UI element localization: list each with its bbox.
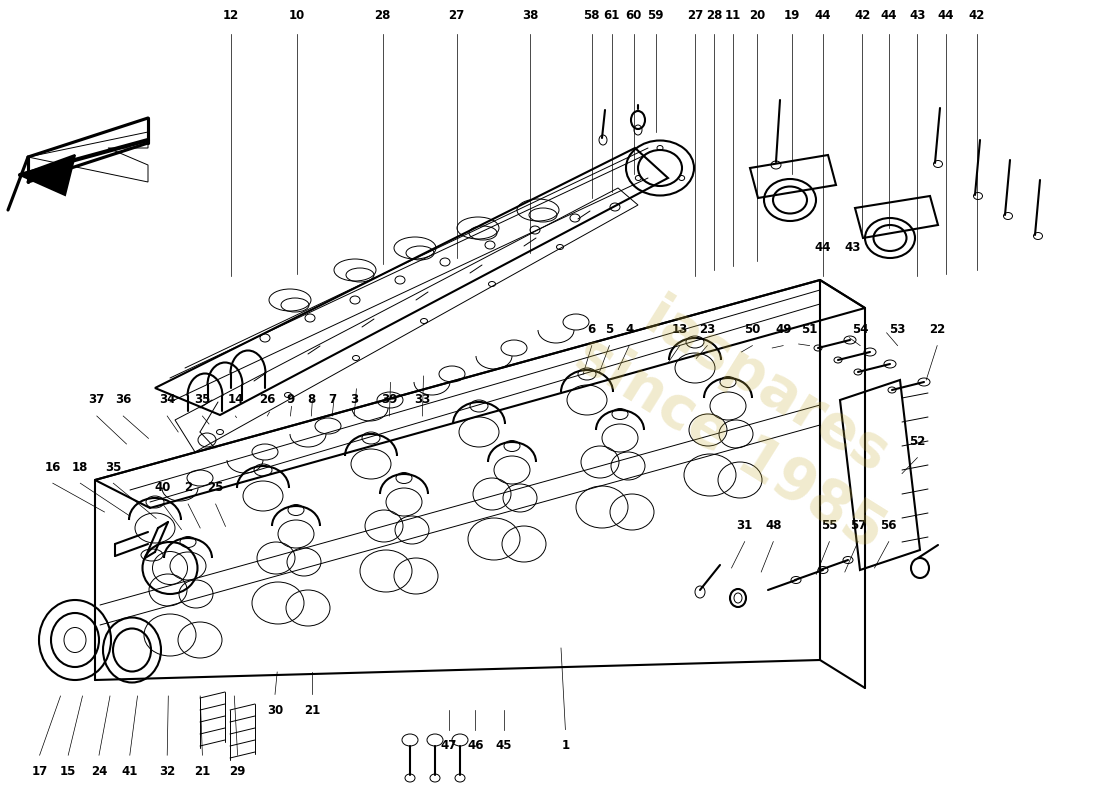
Text: 20: 20 xyxy=(749,10,764,22)
Text: 52: 52 xyxy=(910,435,925,448)
Text: 39: 39 xyxy=(382,394,397,406)
Text: 25: 25 xyxy=(208,482,223,494)
Text: 27: 27 xyxy=(688,10,703,22)
Text: 2: 2 xyxy=(184,482,192,494)
Text: 11: 11 xyxy=(725,10,740,22)
Text: 61: 61 xyxy=(604,10,619,22)
Text: 4: 4 xyxy=(625,323,634,336)
Text: 53: 53 xyxy=(890,323,905,336)
Text: 15: 15 xyxy=(60,765,76,778)
Text: 57: 57 xyxy=(850,519,866,532)
Text: 43: 43 xyxy=(845,242,860,254)
Text: 30: 30 xyxy=(267,704,283,717)
Text: 13: 13 xyxy=(672,323,688,336)
Text: 36: 36 xyxy=(116,394,131,406)
Text: 35: 35 xyxy=(106,461,121,474)
Text: iaspares
since 1985: iaspares since 1985 xyxy=(565,270,931,562)
Text: 9: 9 xyxy=(286,394,295,406)
Text: 28: 28 xyxy=(375,10,390,22)
Text: 33: 33 xyxy=(415,394,430,406)
Text: 42: 42 xyxy=(855,10,870,22)
Text: 12: 12 xyxy=(223,10,239,22)
Text: 23: 23 xyxy=(700,323,715,336)
Text: 38: 38 xyxy=(522,10,538,22)
Text: 47: 47 xyxy=(441,739,456,752)
Text: 28: 28 xyxy=(706,10,722,22)
Text: 31: 31 xyxy=(737,519,752,532)
Text: 34: 34 xyxy=(160,394,175,406)
Text: 55: 55 xyxy=(821,519,838,532)
Text: 56: 56 xyxy=(881,519,898,532)
Text: 16: 16 xyxy=(45,461,60,474)
Text: 49: 49 xyxy=(774,323,791,336)
Text: 54: 54 xyxy=(852,323,869,336)
Text: 19: 19 xyxy=(784,10,800,22)
Text: 21: 21 xyxy=(305,704,320,717)
Text: 3: 3 xyxy=(350,394,359,406)
Text: 26: 26 xyxy=(260,394,275,406)
Text: 6: 6 xyxy=(587,323,596,336)
Text: 48: 48 xyxy=(766,519,781,532)
Text: 42: 42 xyxy=(969,10,984,22)
Text: 44: 44 xyxy=(814,10,832,22)
Text: 40: 40 xyxy=(155,482,170,494)
Text: 18: 18 xyxy=(73,461,88,474)
Text: 5: 5 xyxy=(605,323,614,336)
Text: 44: 44 xyxy=(937,10,955,22)
Text: 8: 8 xyxy=(307,394,316,406)
Text: 7: 7 xyxy=(328,394,337,406)
Text: 51: 51 xyxy=(802,323,817,336)
Text: 27: 27 xyxy=(449,10,464,22)
Text: 46: 46 xyxy=(466,739,484,752)
Text: 41: 41 xyxy=(122,765,138,778)
Text: 35: 35 xyxy=(195,394,210,406)
Text: 60: 60 xyxy=(626,10,641,22)
Text: 1: 1 xyxy=(561,739,570,752)
Text: 59: 59 xyxy=(647,10,664,22)
Text: 32: 32 xyxy=(160,765,175,778)
Text: 44: 44 xyxy=(881,10,898,22)
Text: 50: 50 xyxy=(745,323,760,336)
Text: 29: 29 xyxy=(230,765,245,778)
Text: 21: 21 xyxy=(195,765,210,778)
Text: 45: 45 xyxy=(495,739,512,752)
Polygon shape xyxy=(20,155,75,195)
Text: 22: 22 xyxy=(930,323,945,336)
Text: 44: 44 xyxy=(814,242,832,254)
Text: 10: 10 xyxy=(289,10,305,22)
Text: 43: 43 xyxy=(910,10,925,22)
Text: 14: 14 xyxy=(228,394,243,406)
Text: 58: 58 xyxy=(584,10,601,22)
Text: 17: 17 xyxy=(32,765,47,778)
Text: 24: 24 xyxy=(91,765,107,778)
Text: 37: 37 xyxy=(89,394,104,406)
